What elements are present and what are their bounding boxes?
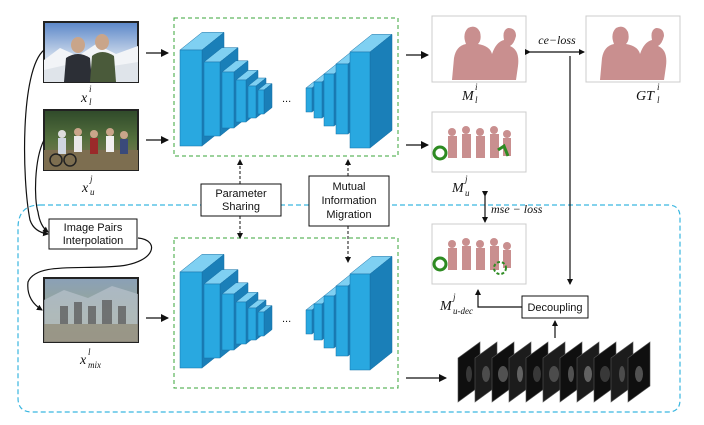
svg-text:l: l	[657, 95, 660, 105]
feature-map-activation	[482, 366, 490, 382]
label-m-u: M j u	[451, 174, 470, 198]
svg-text:Decoupling: Decoupling	[527, 302, 582, 314]
svg-text:x: x	[81, 181, 89, 196]
feature-map-activation	[533, 366, 541, 382]
bottom-network-frame	[173, 237, 399, 389]
top-dots: ...	[282, 93, 291, 105]
bottom-encoder	[179, 253, 273, 369]
svg-text:j: j	[89, 174, 93, 184]
svg-text:l: l	[475, 95, 478, 105]
svg-text:Image Pairs: Image Pairs	[64, 222, 123, 234]
feature-map-activation	[466, 366, 472, 382]
feature-map-activation	[568, 366, 574, 382]
svg-text:u: u	[90, 187, 95, 197]
top-network-frame	[173, 17, 399, 157]
mask-m-u	[431, 111, 527, 173]
mask-gt-l	[585, 15, 681, 83]
label-x-u-j: x j u	[81, 174, 95, 197]
feature-map-activation	[584, 366, 592, 382]
feature-map-activation	[517, 366, 523, 382]
svg-text:M: M	[439, 299, 453, 314]
svg-text:Information: Information	[321, 195, 376, 207]
mutual-information-migration-box: Mutual Information Migration	[308, 175, 390, 227]
feature-map-activation	[549, 366, 559, 382]
svg-text:M: M	[461, 89, 475, 104]
mix-branch-container	[17, 204, 681, 413]
arrow-interp-to-mix	[27, 237, 152, 311]
top-decoder	[305, 33, 393, 149]
feature-map-activation	[498, 366, 508, 382]
svg-text:x: x	[80, 91, 88, 106]
feature-map-stack	[457, 341, 651, 403]
svg-text:Parameter: Parameter	[215, 188, 267, 200]
label-gt-l: GT i l	[636, 82, 660, 105]
svg-text:i: i	[475, 82, 478, 92]
bottom-decoder	[305, 255, 393, 371]
mse-loss-label: mse − loss	[491, 202, 543, 216]
unlabeled-input-image	[43, 109, 139, 171]
decoupling-box: Decoupling	[521, 295, 589, 319]
svg-text:Mutual: Mutual	[332, 181, 365, 193]
arrow-unlabeled-to-interp	[34, 139, 49, 233]
encoder-layer-6	[257, 305, 273, 337]
top-encoder	[179, 31, 273, 147]
arrow-labeled-to-interp	[23, 49, 49, 237]
labeled-input-image	[43, 21, 139, 83]
label-m-l: M i l	[461, 82, 478, 105]
ce-loss-label: ce−loss	[538, 33, 576, 47]
feature-map-activation	[619, 366, 625, 382]
label-m-u-dec: M j u-dec	[439, 292, 473, 316]
mask-m-l	[431, 15, 527, 83]
image-pairs-interpolation-box: Image Pairs Interpolation	[48, 218, 138, 250]
svg-text:l: l	[88, 347, 91, 357]
svg-text:u: u	[465, 188, 470, 198]
svg-text:Migration: Migration	[326, 209, 371, 221]
arrow-decoupling-to-mudec	[475, 289, 522, 308]
svg-text:i: i	[89, 84, 92, 94]
feature-map-activation	[600, 366, 610, 382]
svg-text:mix: mix	[88, 360, 101, 370]
decoder-layer-5	[349, 33, 393, 149]
bottom-dots: ...	[282, 313, 291, 325]
svg-text:GT: GT	[636, 89, 655, 104]
decoder-layer-5	[349, 255, 393, 371]
encoder-layer-6	[257, 83, 273, 115]
svg-text:j: j	[464, 174, 468, 184]
label-x-l-i: x i l	[80, 84, 92, 107]
parameter-sharing-box: Parameter Sharing	[200, 183, 282, 217]
svg-text:i: i	[657, 82, 660, 92]
svg-text:j: j	[452, 292, 456, 302]
feature-map-activation	[635, 366, 643, 382]
svg-text:Interpolation: Interpolation	[63, 235, 124, 247]
label-x-mix: x l mix	[79, 347, 101, 370]
svg-text:l: l	[89, 97, 92, 107]
svg-text:Sharing: Sharing	[222, 201, 260, 213]
mixed-input-image	[43, 277, 139, 343]
svg-text:x: x	[79, 353, 87, 368]
svg-text:u-dec: u-dec	[453, 306, 473, 316]
svg-text:M: M	[451, 181, 465, 196]
mask-m-u-dec	[431, 223, 527, 285]
